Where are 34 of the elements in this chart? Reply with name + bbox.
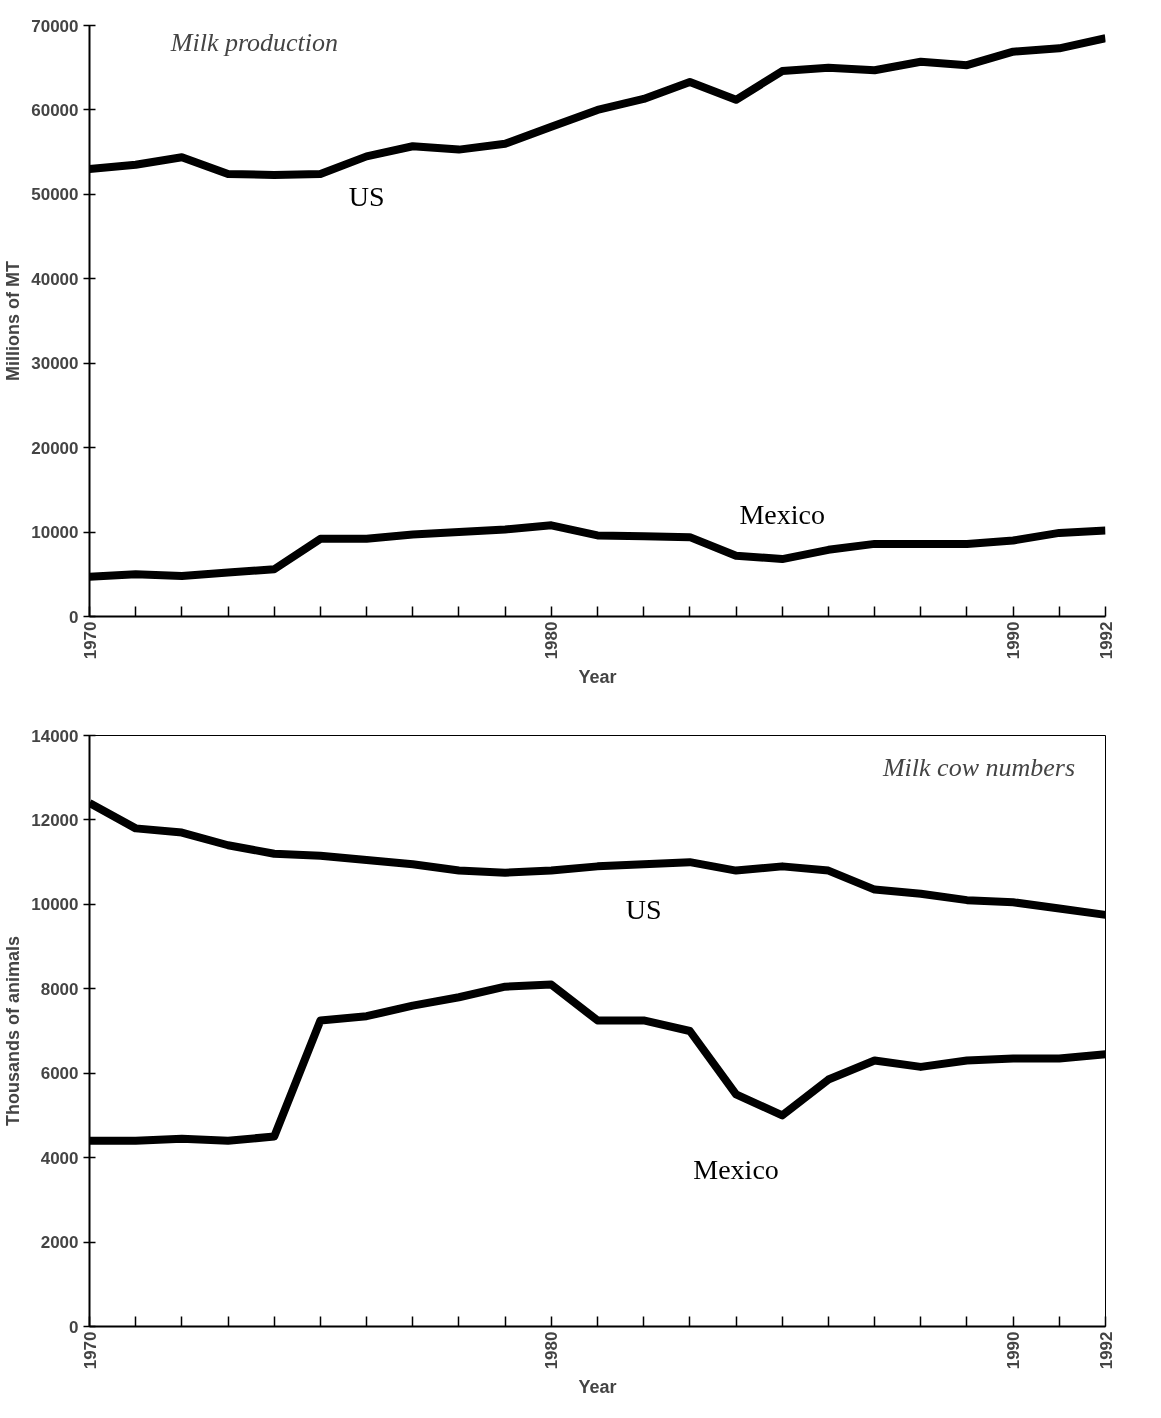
y-axis-title: Millions of MT <box>3 261 24 381</box>
y-tick-label: 20000 <box>31 438 79 458</box>
series-label: US <box>348 180 385 212</box>
x-tick-label: 1980 <box>542 1331 562 1370</box>
y-tick-label: 10000 <box>31 523 79 543</box>
x-tick-label: 1992 <box>1096 621 1116 660</box>
y-tick-label: 4000 <box>40 1148 79 1168</box>
y-tick-label: 50000 <box>31 185 79 205</box>
x-tick-label: 1990 <box>1004 621 1024 660</box>
y-tick-label: 30000 <box>31 354 79 374</box>
x-tick-label: 1970 <box>80 621 100 660</box>
y-tick-label: 2000 <box>40 1233 79 1253</box>
y-tick-label: 12000 <box>31 810 79 830</box>
y-tick-label: 8000 <box>40 979 79 999</box>
y-tick-label: 6000 <box>40 1064 79 1084</box>
text: Milk cow numbers <box>881 753 1076 783</box>
x-tick-label: 1970 <box>80 1331 100 1370</box>
x-axis-title: Year <box>578 667 617 688</box>
x-axis-title: Year <box>578 1377 617 1398</box>
y-tick-label: 60000 <box>31 100 79 120</box>
series-label: US <box>625 893 662 925</box>
y-axis-title: Thousands of animals <box>3 935 24 1127</box>
x-tick-label: 1992 <box>1096 1331 1116 1370</box>
x-tick-label: 1980 <box>542 621 562 660</box>
y-tick-label: 0 <box>69 607 79 627</box>
series-label: Mexico <box>693 1153 779 1185</box>
y-tick-label: 14000 <box>31 726 79 746</box>
y-tick-label: 40000 <box>31 269 79 289</box>
y-tick-label: 70000 <box>31 16 79 36</box>
chart-title: Milk production <box>169 28 339 58</box>
y-tick-label: 0 <box>69 1317 79 1337</box>
series-label: Mexico <box>739 498 825 530</box>
y-tick-label: 10000 <box>31 895 79 915</box>
x-tick-label: 1990 <box>1004 1331 1024 1370</box>
